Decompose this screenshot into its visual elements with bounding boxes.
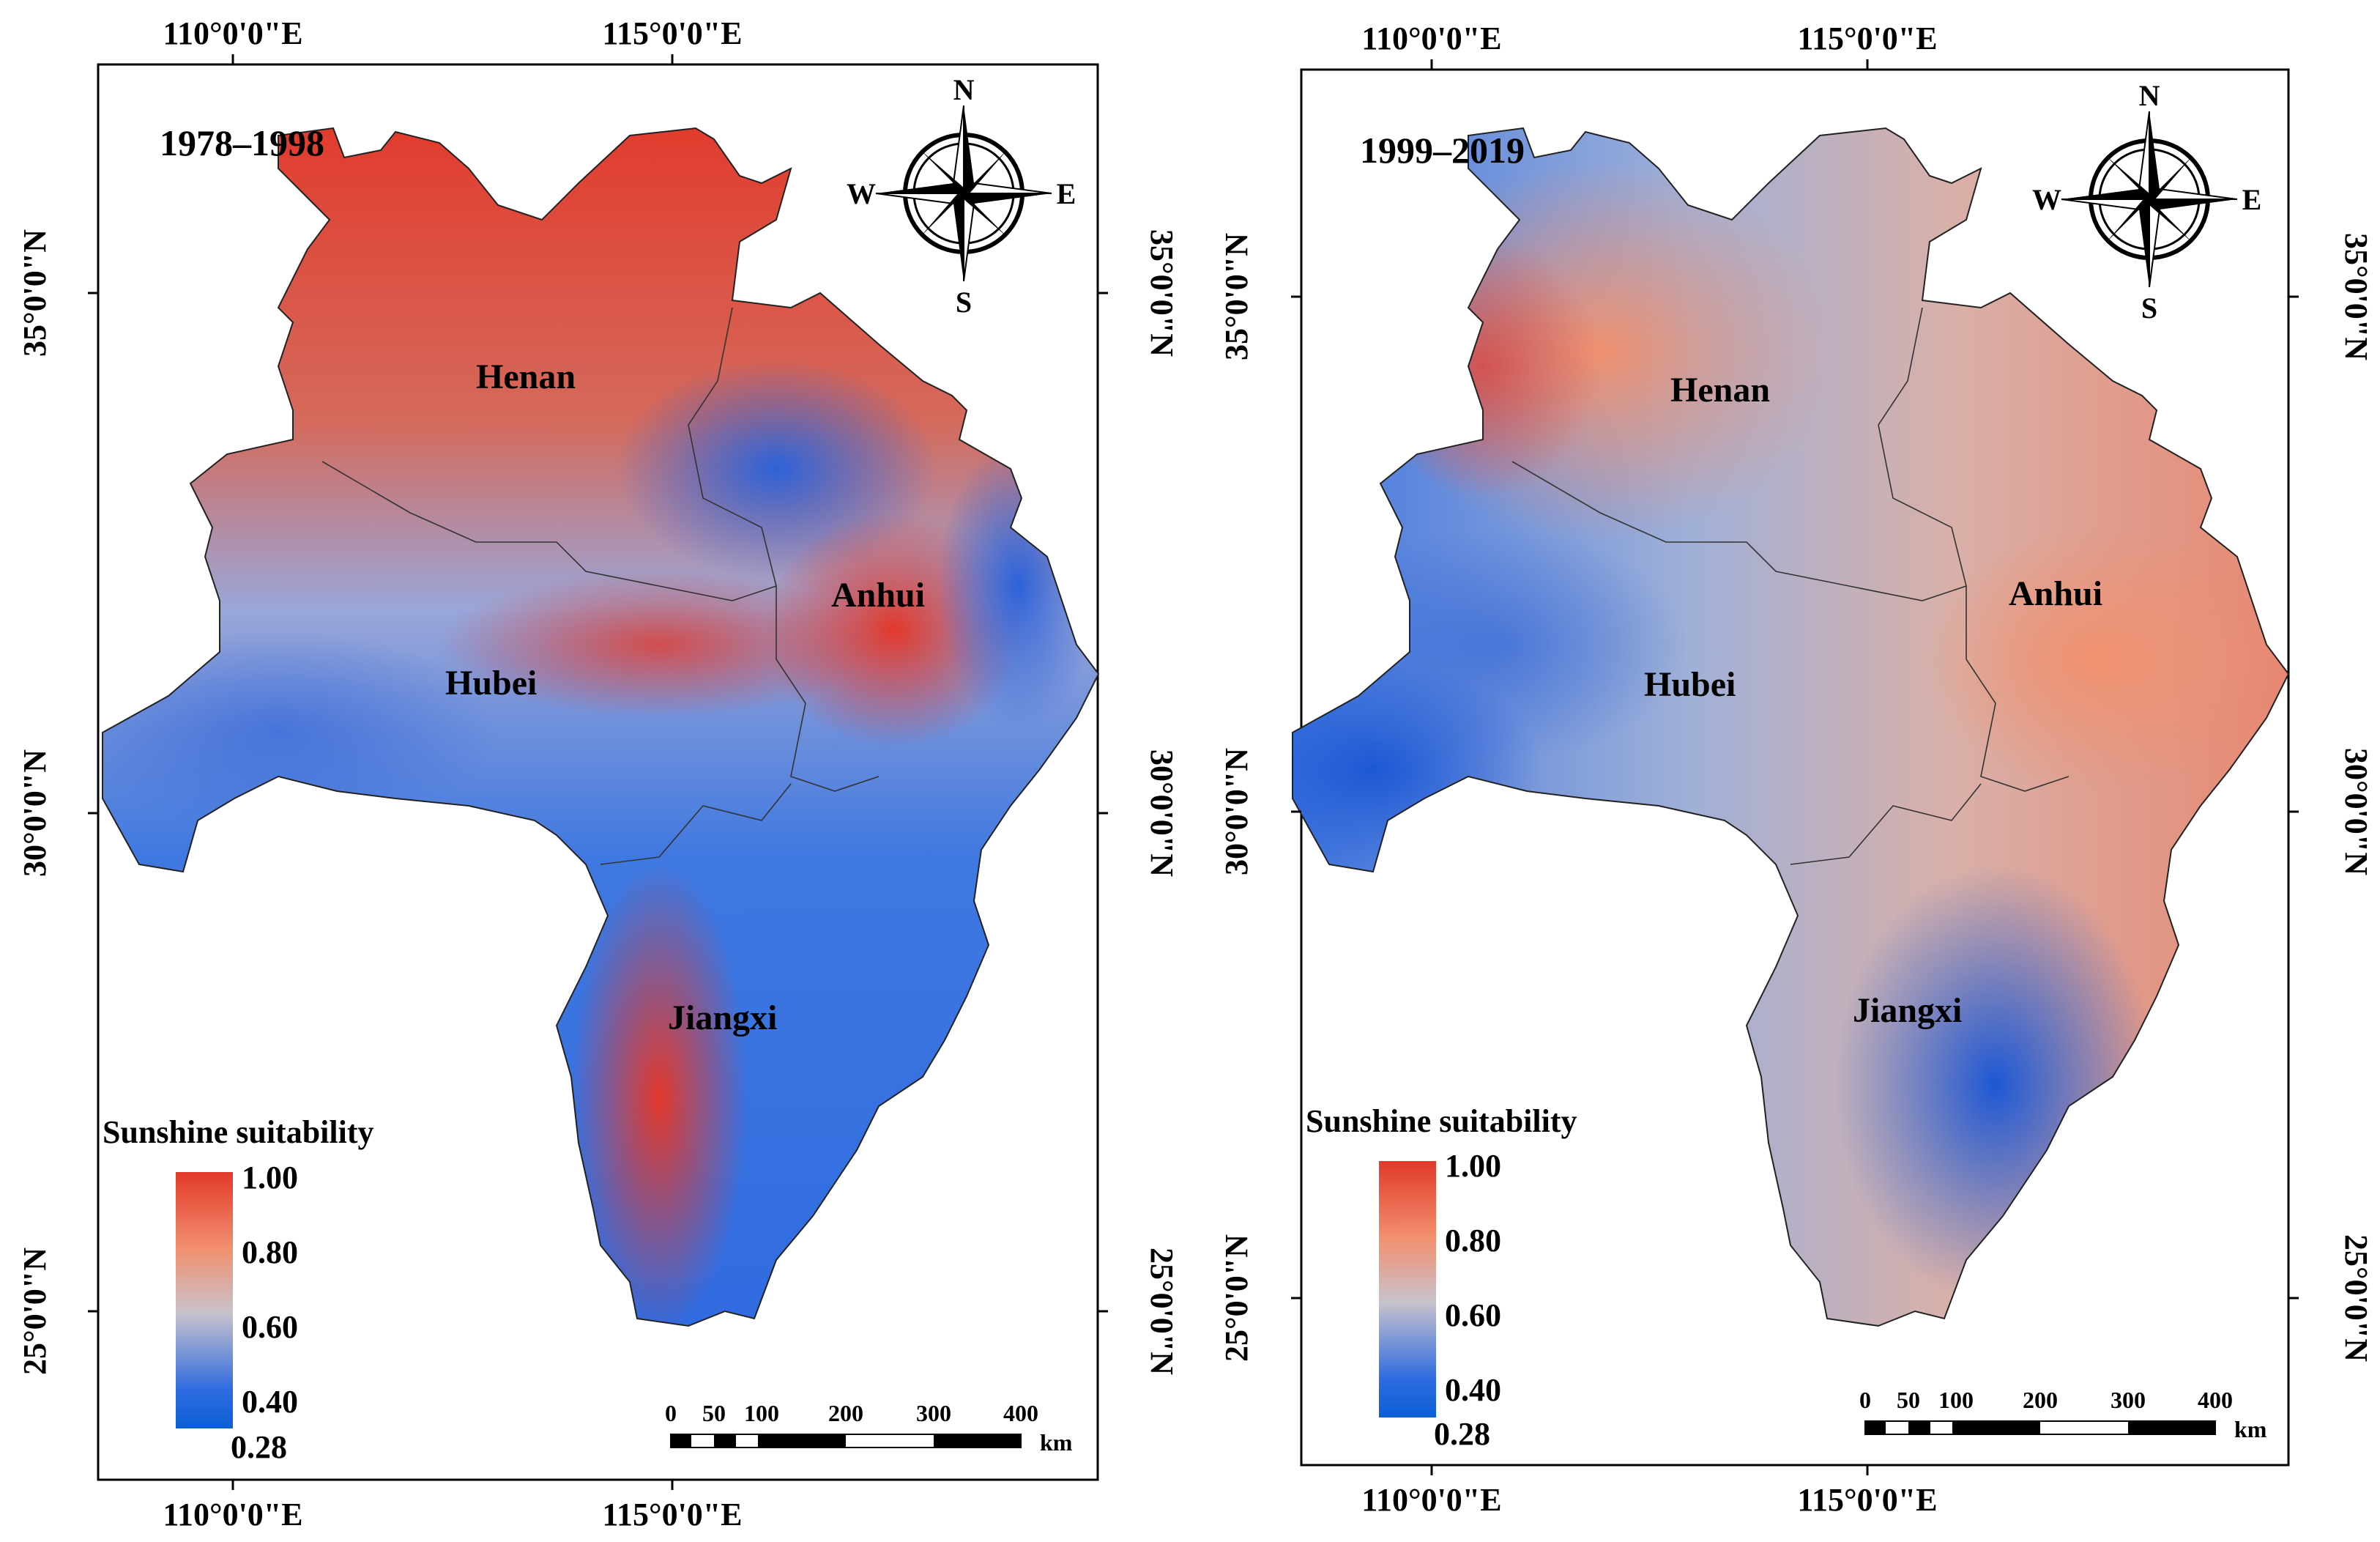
legend-tick-label: 0.40 [1445,1372,1501,1408]
left-lat-label: 30°0'0"N [1219,748,1254,875]
compass-w-label: W [2032,183,2061,216]
scale-tick-label: 0 [665,1400,677,1426]
right-lat-label: 25°0'0"N [2338,1234,2374,1362]
legend-tick-label: 0.28 [231,1429,287,1465]
scale-tick-label: 300 [2111,1387,2146,1413]
scale-tick-label: 400 [2198,1387,2233,1413]
legend-tick-label: 0.60 [1445,1297,1501,1333]
scale-tick-label: 100 [1938,1387,1974,1413]
scale-tick-label: 200 [828,1400,863,1426]
province-label-jiangxi: Jiangxi [1853,991,1962,1030]
legend-tick-label: 0.80 [242,1234,298,1270]
compass-w-label: W [847,177,876,210]
bottom-lon-label: 115°0'0"E [1797,1482,1937,1518]
scale-tick-label: 100 [744,1400,779,1426]
province-border [321,461,777,601]
period-label: 1978–1998 [160,122,324,163]
axis-ticks [88,54,1108,1490]
right-lat-label: 30°0'0"N [2338,748,2374,875]
bottom-lon-label: 110°0'0"E [1361,1482,1501,1518]
scale-unit-label: km [2234,1416,2267,1442]
map-panel-right: 110°0'0"E 115°0'0"E 110°0'0"E 115°0'0"E … [1190,0,2380,1542]
province-border [1790,783,1982,865]
scale-tick-label: 50 [1897,1387,1920,1413]
province-label-anhui: Anhui [2009,574,2102,613]
scale-bar: 0 50 100 200 300 400 km [1859,1387,2267,1442]
legend-tick-label: 0.60 [242,1309,298,1345]
right-lat-label: 30°0'0"N [1144,749,1180,877]
legend-tick-label: 0.28 [1434,1416,1490,1452]
legend-tick-label: 1.00 [242,1160,298,1196]
map-panel-left: 110°0'0"E 115°0'0"E 110°0'0"E 115°0'0"E … [17,15,1180,1532]
province-label-jiangxi: Jiangxi [668,998,777,1037]
province-label-henan: Henan [476,357,576,396]
left-lat-label: 35°0'0"N [17,229,53,357]
top-lon-label: 115°0'0"E [1797,21,1937,56]
compass-e-label: E [1057,177,1076,210]
compass-n-label: N [2139,79,2160,112]
right-lat-label: 25°0'0"N [1144,1248,1180,1375]
compass-s-label: S [2141,292,2157,325]
scale-tick-label: 0 [1859,1387,1871,1413]
map-frame [97,63,1099,1481]
scale-tick-label: 50 [702,1400,726,1426]
scale-bar: 0 50 100 200 300 400 km [665,1400,1073,1456]
right-lat-label: 35°0'0"N [1144,229,1180,357]
province-border [688,307,880,792]
suitability-raster [103,128,1098,1326]
compass-rose-icon: N S E W [847,73,1076,319]
legend-title: Sunshine suitability [1306,1103,1577,1139]
province-label-henan: Henan [1670,371,1770,409]
left-lat-label: 30°0'0"N [17,749,53,877]
bottom-lon-label: 110°0'0"E [163,1497,302,1532]
scale-tick-label: 300 [916,1400,951,1426]
map-left-svg: 110°0'0"E 115°0'0"E 110°0'0"E 115°0'0"E … [17,15,1180,1532]
compass-s-label: S [956,286,972,319]
top-lon-label: 115°0'0"E [602,15,742,51]
legend-tick-label: 0.80 [1445,1223,1501,1259]
province-label-anhui: Anhui [831,576,925,615]
map-right-svg: 110°0'0"E 115°0'0"E 110°0'0"E 115°0'0"E … [1219,21,2374,1518]
province-border [600,783,792,865]
province-label-hubei: Hubei [1644,665,1736,704]
left-lat-label: 25°0'0"N [17,1248,53,1375]
scale-tick-label: 400 [1003,1400,1038,1426]
legend-colorbar [176,1172,233,1428]
bottom-lon-label: 115°0'0"E [602,1497,742,1532]
compass-e-label: E [2242,183,2262,216]
legend-colorbar [1379,1161,1436,1417]
legend-tick-label: 0.40 [242,1384,298,1420]
compass-n-label: N [953,73,975,106]
top-lon-label: 110°0'0"E [1361,21,1501,56]
left-lat-label: 35°0'0"N [1219,233,1254,360]
scale-tick-label: 200 [2023,1387,2058,1413]
period-label: 1999–2019 [1360,130,1525,171]
province-border [1878,307,2070,792]
province-label-hubei: Hubei [445,664,537,703]
right-lat-label: 35°0'0"N [2338,233,2374,360]
axis-ticks [1291,59,2299,1475]
left-lat-label: 25°0'0"N [1219,1234,1254,1362]
compass-rose-icon: N S E W [2032,79,2261,325]
top-lon-label: 110°0'0"E [163,15,302,51]
legend-title: Sunshine suitability [103,1114,374,1150]
legend-tick-label: 1.00 [1445,1148,1501,1184]
province-border [1511,461,1967,601]
scale-unit-label: km [1040,1429,1073,1456]
